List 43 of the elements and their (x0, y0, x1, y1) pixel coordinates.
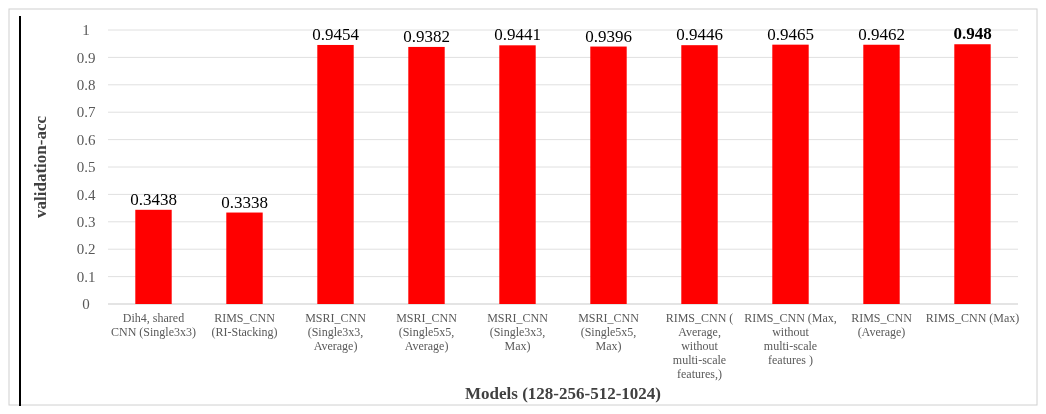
y-tick-label: 0.3 (76, 214, 96, 231)
x-axis-title: Models (128-256-512-1024) (465, 384, 661, 403)
y-axis-title: validation-acc (31, 115, 50, 218)
x-tick-label: MSRI_CNN (Single5x5, Average) (396, 311, 458, 353)
data-label: 0.9462 (858, 24, 905, 44)
y-tick-label: 0.1 (76, 268, 96, 285)
y-tick-label: 0.2 (76, 241, 96, 258)
y-tick-label: 0 (82, 296, 90, 313)
bar (499, 45, 536, 304)
data-label: 0.3338 (221, 192, 268, 212)
bar (681, 45, 718, 304)
x-tick-label: MSRI_CNN (Single3x3, Max) (487, 311, 549, 353)
x-tick-label: RIMS_CNN ( Average, without multi-scale features,) (665, 311, 734, 381)
data-label: 0.9441 (494, 25, 541, 45)
data-label: 0.948 (953, 24, 992, 44)
bar (408, 46, 445, 304)
y-tick-label: 0.5 (76, 159, 96, 176)
bar (135, 209, 172, 304)
data-label: 0.9454 (312, 24, 360, 44)
y-tick-label: 0.4 (76, 186, 96, 203)
bar (226, 212, 263, 304)
x-tick-label: MSRI_CNN (Single5x5, Max) (578, 311, 640, 353)
data-label: 0.9465 (767, 24, 814, 44)
x-tick-label: RIMS_CNN (Max) (925, 311, 1020, 325)
data-label: 0.9446 (676, 25, 723, 45)
bar (317, 44, 354, 304)
bar (772, 44, 809, 304)
y-tick-label: 0.6 (76, 131, 96, 148)
bar (590, 46, 627, 304)
bar (863, 44, 900, 304)
x-tick-label: RIMS_CNN (Max, without multi-scale features ) (744, 311, 837, 367)
y-tick-label: 0.9 (76, 49, 96, 66)
y-tick-label: 0.8 (76, 77, 96, 94)
data-label: 0.9396 (585, 26, 632, 46)
data-label: 0.9382 (403, 26, 450, 46)
y-tick-label: 1 (82, 22, 90, 39)
data-label: 0.3438 (130, 189, 177, 209)
bar (954, 44, 991, 304)
x-tick-label: MSRI_CNN (Single3x3, Average) (305, 311, 367, 353)
x-tick-label: RIMS_CNN (RI-Stacking) (211, 311, 278, 339)
x-tick-label: Dih4, shared CNN (Single3x3) (111, 311, 196, 339)
y-tick-label: 0.7 (76, 104, 96, 121)
x-tick-label: RIMS_CNN (Average) (851, 311, 913, 339)
